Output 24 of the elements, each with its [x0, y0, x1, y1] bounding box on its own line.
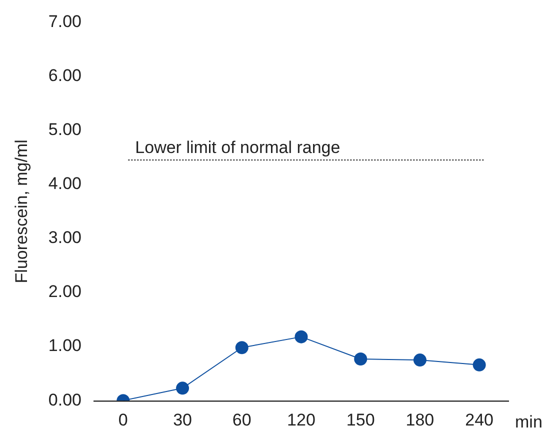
y-tick-label: 1.00	[48, 336, 82, 356]
x-tick-label: 120	[287, 410, 316, 430]
x-tick-label: 0	[118, 410, 128, 430]
y-tick-label: 7.00	[48, 12, 82, 31]
point	[294, 330, 308, 344]
point	[354, 352, 368, 366]
y-tick-label: 5.00	[48, 120, 82, 139]
y-tick-label: 3.00	[48, 228, 82, 248]
x-tick-label: 60	[232, 410, 252, 430]
y-tick-label: 4.00	[48, 174, 82, 194]
x-tick-label: 150	[346, 410, 375, 430]
ref-line-label: Lower limit of normal range	[135, 138, 340, 158]
y-tick-label: 0.00	[48, 390, 82, 410]
x-tick-label: 240	[465, 410, 494, 430]
point	[472, 358, 486, 372]
y-axis-title: Fluorescein, mg/ml	[12, 140, 31, 284]
y-tick-label: 6.00	[48, 66, 82, 85]
x-axis-title: min	[515, 412, 542, 432]
point	[176, 382, 190, 395]
y-tick-label: 2.00	[48, 282, 82, 302]
x-tick-label: 180	[406, 410, 434, 430]
point	[413, 354, 426, 367]
x-tick-label: 30	[173, 410, 192, 430]
point	[235, 341, 248, 354]
